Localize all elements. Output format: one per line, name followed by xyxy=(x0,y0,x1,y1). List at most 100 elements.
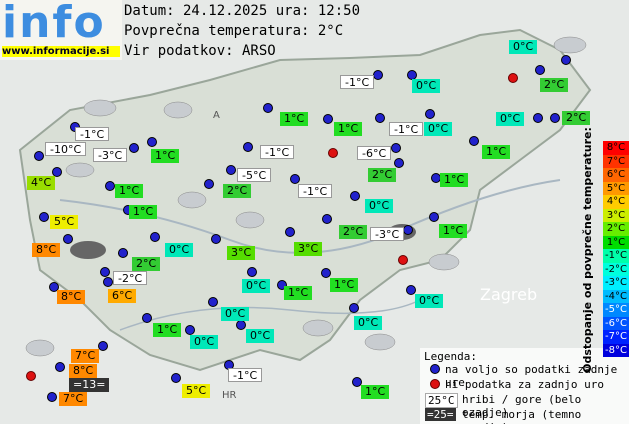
station-label: 1°C xyxy=(482,145,511,159)
legend-title: Legenda: xyxy=(424,350,477,363)
scale-entry: 4°C xyxy=(603,195,629,209)
missing-station xyxy=(328,148,338,158)
station-dot xyxy=(118,248,128,258)
station-label: 0°C xyxy=(190,335,219,349)
station-label: 1°C xyxy=(361,385,390,399)
station-dot xyxy=(290,174,300,184)
station-dot xyxy=(322,214,332,224)
station-dot xyxy=(321,268,331,278)
station-dot xyxy=(211,234,221,244)
city-label: Zagreb xyxy=(480,285,538,304)
station-dot xyxy=(533,113,543,123)
station-dot xyxy=(263,103,273,113)
station-label: 7°C xyxy=(71,349,100,363)
station-dot xyxy=(561,55,571,65)
station-label: 8°C xyxy=(69,364,98,378)
station-label: 0°C xyxy=(242,279,271,293)
station-label: 8°C xyxy=(57,290,86,304)
station-label: -5°C xyxy=(237,168,272,182)
scale-entry: 7°C xyxy=(603,154,629,168)
scale-entry: 8°C xyxy=(603,141,629,155)
station-label: 0°C xyxy=(415,294,444,308)
station-dot xyxy=(349,303,359,313)
legend-dot-available xyxy=(430,364,440,374)
scale-entry: -8°C xyxy=(603,343,629,357)
station-dot xyxy=(105,181,115,191)
country-label: HR xyxy=(222,390,237,401)
station-label: 1°C xyxy=(440,173,469,187)
scale-entry: -1°C xyxy=(603,249,629,263)
logo: info xyxy=(2,0,106,48)
station-label: 5°C xyxy=(182,384,211,398)
scale-entry: 2°C xyxy=(603,222,629,236)
station-dot xyxy=(208,297,218,307)
site: www.informacije.si xyxy=(2,46,120,57)
station-label: 2°C xyxy=(223,184,252,198)
station-label: -3°C xyxy=(370,227,405,241)
station-dot xyxy=(323,114,333,124)
scale-entry: -2°C xyxy=(603,262,629,276)
scale-entry: -7°C xyxy=(603,330,629,344)
station-label: 1°C xyxy=(334,122,363,136)
missing-station xyxy=(26,371,36,381)
station-dot xyxy=(185,325,195,335)
station-label: 1°C xyxy=(284,286,313,300)
station-dot xyxy=(147,137,157,147)
station-dot xyxy=(425,109,435,119)
date-line: Datum: 24.12.2025 ura: 12:50 xyxy=(124,3,361,19)
station-dot xyxy=(55,362,65,372)
station-label: 2°C xyxy=(368,168,397,182)
legend-dot-missing xyxy=(430,379,440,389)
station-label: 1°C xyxy=(151,149,180,163)
station-label: -10°C xyxy=(45,142,87,156)
station-label: 7°C xyxy=(59,392,88,406)
station-label: -1°C xyxy=(228,368,263,382)
station-dot xyxy=(204,179,214,189)
station-label: 8°C xyxy=(32,243,61,257)
scale-entry: -5°C xyxy=(603,303,629,317)
station-label: 0°C xyxy=(509,40,538,54)
station-dot xyxy=(100,267,110,277)
station-label: 0°C xyxy=(424,122,453,136)
station-label: 1°C xyxy=(330,278,359,292)
scale-entry: 5°C xyxy=(603,181,629,195)
scale-entry: 3°C xyxy=(603,208,629,222)
station-dot xyxy=(39,212,49,222)
station-dot xyxy=(243,142,253,152)
station-dot xyxy=(171,373,181,383)
station-label: -1°C xyxy=(340,75,375,89)
station-label: 6°C xyxy=(108,289,137,303)
missing-station xyxy=(508,73,518,83)
station-label: 3°C xyxy=(294,242,323,256)
station-dot xyxy=(150,232,160,242)
station-dot xyxy=(142,313,152,323)
station-dot xyxy=(535,65,545,75)
station-dot xyxy=(406,285,416,295)
legend-text: hribi / gore (belo ozadje) xyxy=(462,393,582,419)
station-dot xyxy=(103,277,113,287)
legend-sample: =25= xyxy=(425,408,456,421)
station-dot xyxy=(47,392,57,402)
scale-entry: -3°C xyxy=(603,276,629,290)
scale-entry: 1°C xyxy=(603,235,629,249)
station-dot xyxy=(352,377,362,387)
source-line: Vir podatkov: ARSO xyxy=(124,43,276,59)
station-dot xyxy=(49,282,59,292)
missing-station xyxy=(398,255,408,265)
station-label: 1°C xyxy=(153,323,182,337)
station-dot xyxy=(429,212,439,222)
station-label: 3°C xyxy=(227,246,256,260)
station-dot xyxy=(52,167,62,177)
station-label: 1°C xyxy=(129,205,158,219)
station-label: 0°C xyxy=(165,243,194,257)
scale-title: Odstopanje od povprečne temperature: xyxy=(581,127,594,373)
station-label: 2°C xyxy=(562,111,591,125)
station-label: 1°C xyxy=(439,224,468,238)
scale-entry: -4°C xyxy=(603,289,629,303)
legend-sample: 25°C xyxy=(425,393,458,408)
station-label: =13= xyxy=(69,378,110,392)
station-dot xyxy=(285,227,295,237)
station-label: -1°C xyxy=(260,145,295,159)
station-label: 2°C xyxy=(339,225,368,239)
scale-entry: -6°C xyxy=(603,316,629,330)
